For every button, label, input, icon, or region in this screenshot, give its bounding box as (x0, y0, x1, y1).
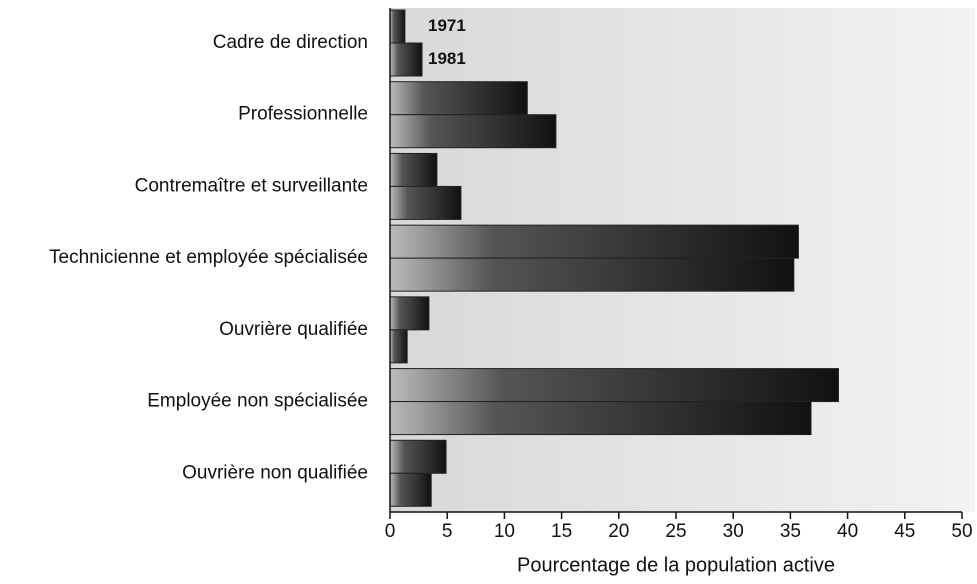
x-tick-label: 40 (837, 521, 858, 542)
bar (389, 368, 839, 403)
y-tick-label: Technicienne et employée spécialisée (49, 247, 368, 268)
bar (389, 329, 408, 364)
bar (389, 224, 799, 259)
y-tick-label: Cadre de direction (213, 32, 368, 53)
bar (389, 114, 557, 149)
x-tick-label: 25 (665, 521, 686, 542)
x-tick-label: 15 (551, 521, 572, 542)
x-tick-label: 10 (494, 521, 515, 542)
x-tick-label: 20 (608, 521, 629, 542)
bar (389, 9, 406, 44)
y-tick-label: Contremaître et surveillante (135, 175, 368, 196)
x-tick-label: 30 (723, 521, 744, 542)
bar (389, 152, 438, 187)
x-tick-label: 5 (442, 521, 453, 542)
bar (389, 81, 528, 116)
x-tick-label: 45 (894, 521, 915, 542)
legend-label: 1981 (428, 49, 466, 68)
bar (389, 296, 430, 331)
y-tick-label: Employée non spécialisée (147, 391, 368, 412)
x-tick-label: 35 (780, 521, 801, 542)
y-tick-label: Ouvrière non qualifiée (182, 462, 368, 483)
bar (389, 185, 462, 220)
x-tick-label: 0 (385, 521, 396, 542)
bar (389, 439, 447, 474)
bar (389, 257, 795, 292)
bar (389, 401, 812, 436)
legend-label: 1971 (428, 16, 466, 35)
bar (389, 472, 432, 507)
y-tick-label: Ouvrière qualifiée (219, 319, 368, 340)
y-tick-label: Professionnelle (238, 104, 368, 125)
x-tick-label: 50 (951, 521, 972, 542)
bar (389, 42, 423, 77)
x-axis-title: Pourcentage de la population active (517, 554, 835, 576)
